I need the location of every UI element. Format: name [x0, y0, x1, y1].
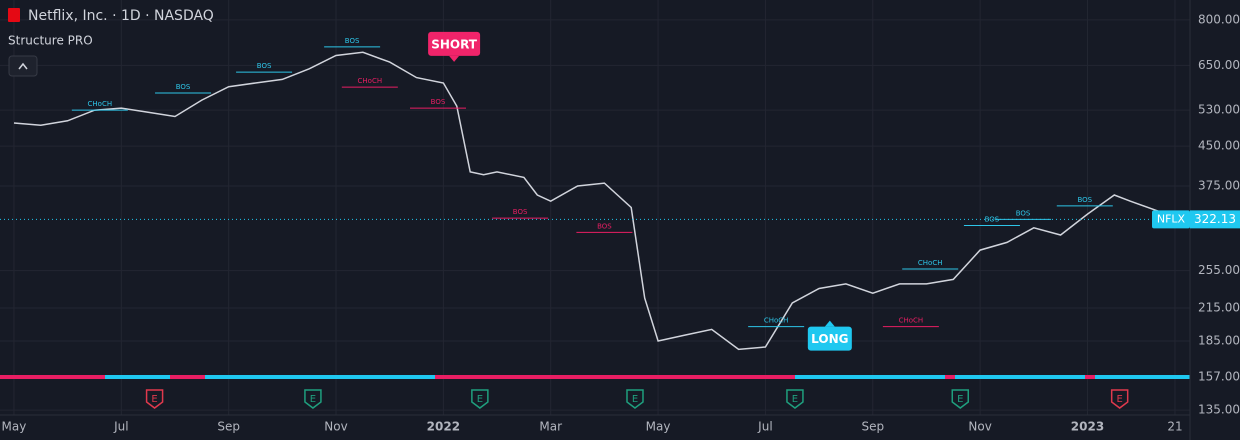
structure-label: CHoCH	[88, 100, 113, 108]
x-tick-label: Jul	[757, 420, 772, 434]
grid	[0, 0, 1190, 415]
structure-label: BOS	[513, 208, 528, 216]
y-tick-label: 530.00	[1198, 103, 1240, 117]
regime-bar	[0, 375, 1190, 379]
earnings-label: E	[477, 394, 483, 405]
x-tick-label: 2022	[427, 420, 460, 434]
regime-bar	[105, 375, 170, 379]
price-tag-name: NFLX	[1157, 212, 1186, 225]
structure-label: CHoCH	[358, 77, 383, 85]
x-tick-label: May	[2, 420, 27, 434]
structure-label: BOS	[257, 62, 272, 70]
x-tick-label: Sep	[861, 420, 884, 434]
x-tick-label: Nov	[324, 420, 347, 434]
y-tick-label: 135.00	[1198, 403, 1240, 417]
signal-pointer	[449, 55, 460, 62]
x-tick-label: 2023	[1071, 420, 1104, 434]
earnings-badge	[951, 389, 970, 409]
signal-box	[807, 326, 852, 351]
earnings-badge	[626, 389, 644, 409]
signal-label: LONG	[811, 332, 848, 346]
logo	[8, 8, 20, 22]
earnings-badge	[786, 389, 804, 409]
x-tick-label: Jul	[113, 420, 128, 434]
earnings-label: E	[792, 394, 798, 405]
regime-bar	[955, 375, 1085, 379]
price-tag	[1190, 210, 1240, 229]
regime-bar	[205, 375, 435, 379]
x-tick-label: Nov	[968, 420, 991, 434]
structure-label: BOS	[176, 83, 191, 91]
structure-label: CHoCH	[899, 317, 924, 325]
y-tick-label: 375.00	[1198, 179, 1240, 193]
structure-label: BOS	[1016, 209, 1031, 217]
regime-bar	[1095, 375, 1190, 379]
y-tick-label: 450.00	[1198, 139, 1240, 153]
price-tag-value: 322.13	[1194, 212, 1236, 226]
indicator-name: Structure PRO	[8, 34, 93, 48]
structure-label: BOS	[431, 98, 446, 106]
earnings-badge	[471, 389, 489, 409]
x-tick-label: Mar	[539, 420, 562, 434]
y-tick-label: 185.00	[1198, 333, 1240, 347]
structure-label: CHoCH	[764, 317, 789, 325]
structure-label: BOS	[985, 215, 1000, 223]
earnings-label: E	[957, 394, 963, 405]
x-tick-label: May	[646, 420, 671, 434]
earnings-badge	[304, 389, 322, 409]
price-line	[13, 51, 1179, 351]
earnings-label: E	[310, 394, 316, 405]
y-tick-label: 215.00	[1198, 301, 1240, 315]
earnings-label: E	[151, 394, 157, 405]
earnings-badge	[145, 389, 164, 409]
structure-label: BOS	[1077, 196, 1092, 204]
x-tick-label: Sep	[217, 420, 240, 434]
x-tick-label: 21	[1167, 420, 1182, 434]
earnings-label: E	[632, 394, 638, 405]
y-tick-label: 157.00	[1198, 369, 1240, 383]
y-tick-label: 255.00	[1198, 263, 1240, 277]
y-tick-label: 800.00	[1198, 12, 1240, 26]
earnings-badge	[1110, 389, 1129, 409]
earnings-label: E	[1117, 394, 1123, 405]
price-tag	[1152, 210, 1190, 229]
structure-label: BOS	[345, 37, 360, 45]
signal-box	[428, 31, 481, 56]
structure-label: BOS	[597, 222, 612, 230]
collapse-icon	[18, 62, 28, 70]
chart-title: Netflix, Inc. · 1D · NASDAQ	[28, 8, 214, 24]
regime-bar	[795, 375, 945, 379]
signal-pointer	[824, 320, 835, 327]
structure-label: CHoCH	[918, 259, 943, 267]
y-tick-label: 650.00	[1198, 58, 1240, 72]
signal-label: SHORT	[431, 37, 478, 51]
collapse-button[interactable]	[8, 55, 38, 77]
